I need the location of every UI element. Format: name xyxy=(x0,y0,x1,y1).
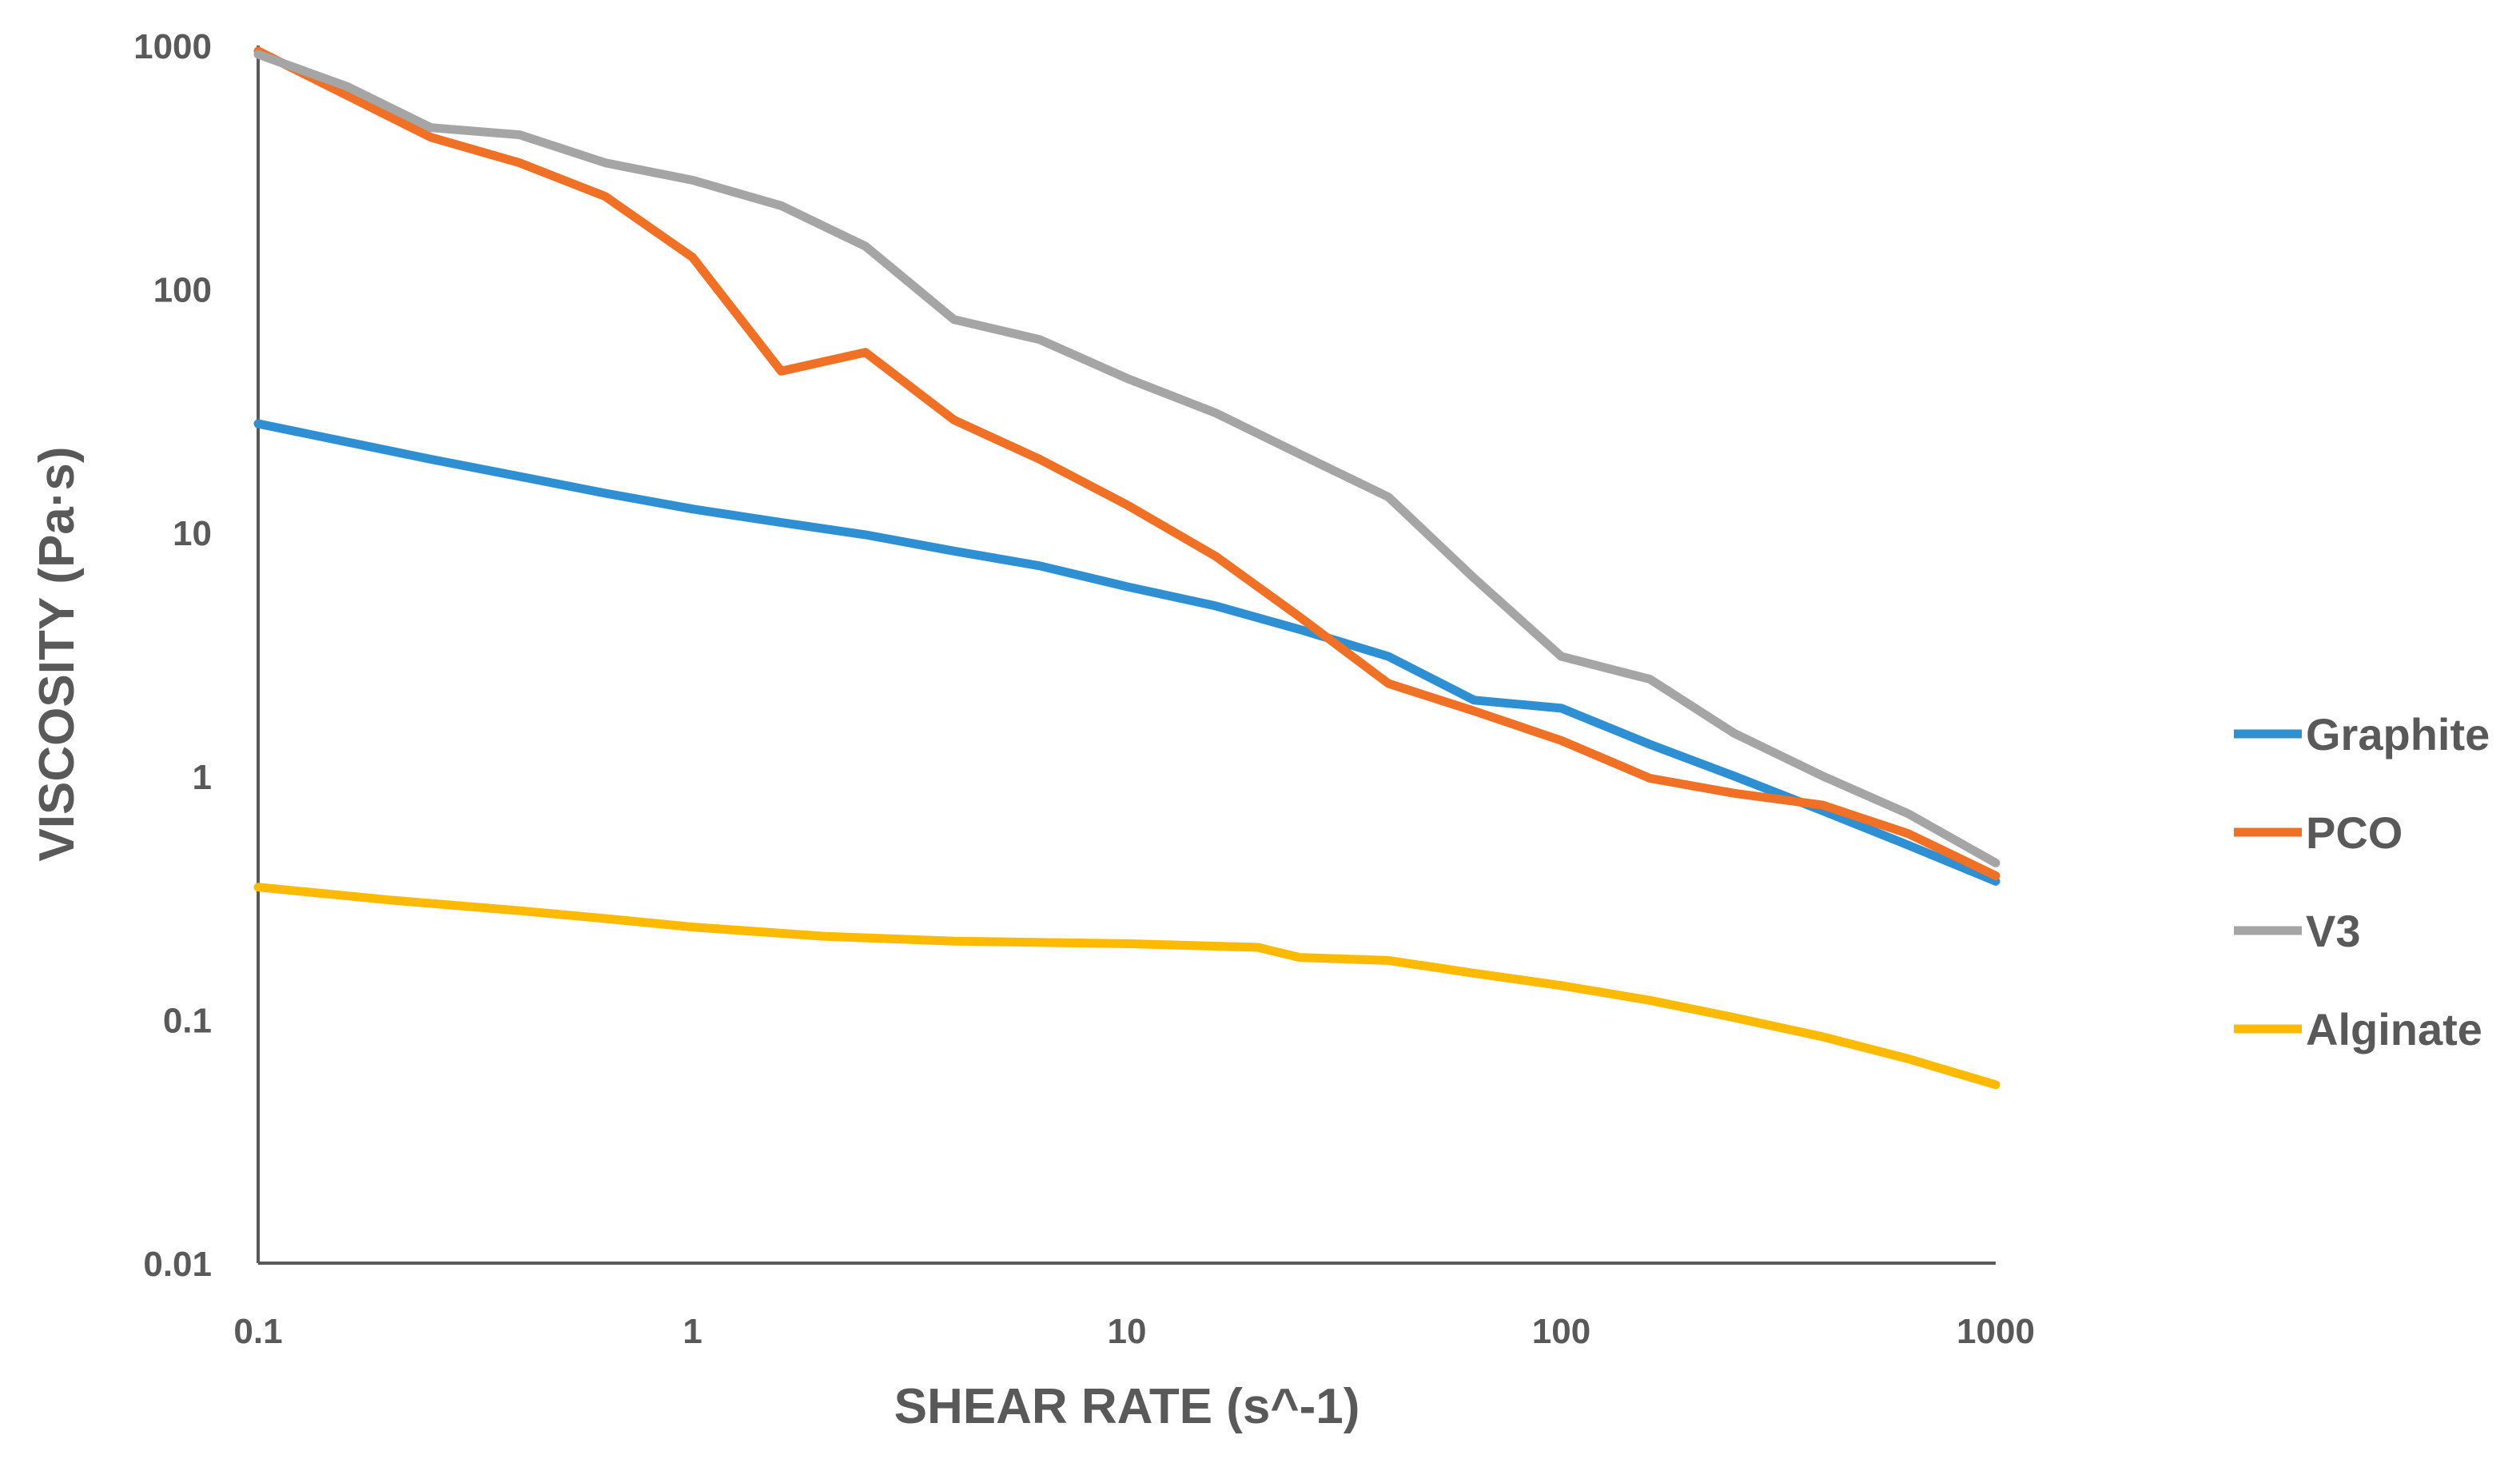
series-line-v3 xyxy=(253,50,2000,867)
series-lines xyxy=(253,46,2000,1090)
y-axis-title: VISCOSITY (Pa·s) xyxy=(30,446,85,861)
legend-label-pco: PCO xyxy=(2306,807,2403,858)
x-tick-label: 1000 xyxy=(1957,1312,2035,1351)
legend-label-v3: V3 xyxy=(2306,906,2361,956)
y-tick-label: 0.1 xyxy=(163,1001,212,1040)
y-tick-labels: 0.01 0.1 1 10 100 1000 xyxy=(133,27,212,1284)
x-axis-title: SHEAR RATE (s^-1) xyxy=(894,1379,1360,1434)
x-tick-label: 100 xyxy=(1532,1312,1590,1351)
legend: Graphite PCO V3 Alginate xyxy=(2234,709,2490,1054)
legend-label-alginate: Alginate xyxy=(2306,1004,2482,1054)
series-line-pco xyxy=(253,46,2000,880)
series-line-graphite xyxy=(253,419,2000,886)
y-tick-label: 100 xyxy=(153,271,212,310)
series-line-alginate xyxy=(253,883,2000,1090)
y-tick-label: 10 xyxy=(173,514,212,553)
legend-label-graphite: Graphite xyxy=(2306,709,2490,759)
y-tick-label: 1000 xyxy=(133,27,212,66)
x-tick-label: 1 xyxy=(683,1312,702,1351)
x-tick-label: 0.1 xyxy=(233,1312,282,1351)
x-tick-labels: 0.1 1 10 100 1000 xyxy=(233,1312,2035,1351)
y-tick-label: 0.01 xyxy=(143,1245,212,1284)
axes xyxy=(257,46,1996,1265)
x-tick-label: 10 xyxy=(1108,1312,1147,1351)
y-tick-label: 1 xyxy=(193,758,212,797)
